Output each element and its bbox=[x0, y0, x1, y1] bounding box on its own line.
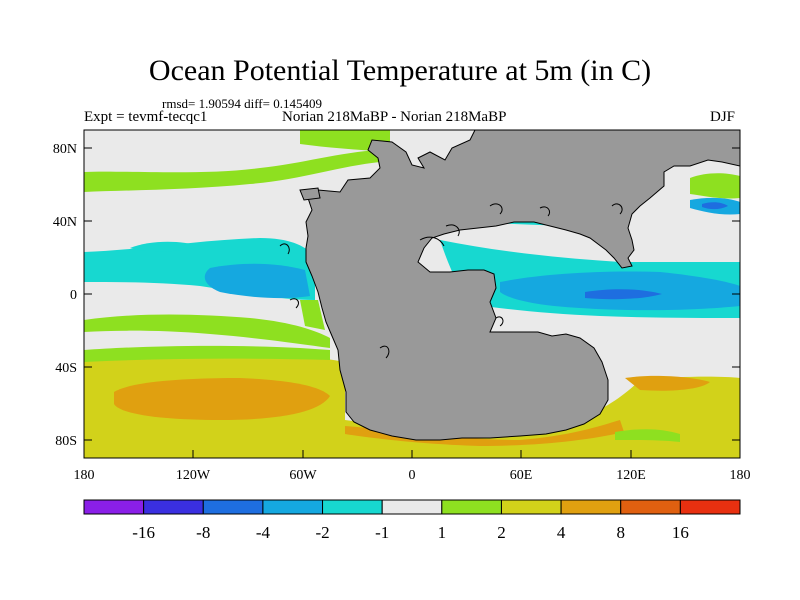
north-green-band-central bbox=[300, 130, 390, 152]
colorbar bbox=[83, 499, 741, 515]
y-tick-label-40n: 40N bbox=[53, 215, 77, 230]
southern-orange-pool bbox=[114, 378, 330, 420]
colorbar-label: 2 bbox=[497, 523, 506, 542]
arctic-island-west bbox=[299, 187, 321, 201]
colorbar-box bbox=[381, 499, 443, 515]
colorbar-label: -1 bbox=[375, 523, 389, 542]
y-tick-label-80n: 80N bbox=[53, 142, 77, 157]
colorbar-label: 4 bbox=[557, 523, 566, 542]
colorbar-box bbox=[500, 499, 562, 515]
colorbar-box bbox=[202, 499, 264, 515]
experiment-label: Expt = tevmf-tecqc1 bbox=[84, 109, 208, 125]
colorbar-labels: -16 -8 -4 -2 -1 1 2 4 8 16 bbox=[132, 523, 689, 542]
x-tick-label-180w: 180 bbox=[74, 468, 95, 483]
colorbar-box bbox=[143, 499, 204, 515]
y-tick-label-80s: 80S bbox=[55, 434, 77, 449]
map-panel bbox=[84, 130, 740, 458]
colorbar-box bbox=[322, 499, 383, 515]
y-tick-marks bbox=[84, 147, 740, 441]
case-label: Norian 218MaBP - Norian 218MaBP bbox=[282, 109, 507, 125]
north-green-band-west bbox=[84, 150, 380, 192]
colorbar-label: 8 bbox=[616, 523, 625, 542]
y-tick-label-0: 0 bbox=[70, 288, 77, 303]
season-label: DJF bbox=[710, 109, 736, 125]
plot-title: Ocean Potential Temperature at 5m (in C) bbox=[148, 54, 652, 87]
colorbar-box bbox=[620, 499, 681, 515]
colorbar-label: 16 bbox=[672, 523, 689, 542]
colorbar-box bbox=[441, 499, 502, 515]
colorbar-label: 1 bbox=[438, 523, 447, 542]
colorbar-box bbox=[560, 499, 622, 515]
x-tick-label-60w: 60W bbox=[289, 468, 317, 483]
northeast-green-patch bbox=[690, 173, 740, 199]
northwest-blue-patch bbox=[204, 263, 310, 299]
colorbar-box bbox=[83, 499, 145, 515]
tethys-islands bbox=[279, 203, 623, 359]
eastern-deep-blue-core bbox=[585, 289, 662, 300]
west-coast-green-patch bbox=[300, 300, 325, 330]
x-tick-label-0: 0 bbox=[409, 468, 416, 483]
colorbar-box bbox=[262, 499, 324, 515]
y-tick-label-40s: 40S bbox=[55, 361, 77, 376]
stats-text: rmsd= 1.90594 diff= 0.145409 bbox=[162, 96, 322, 111]
southeast-green-sliver bbox=[615, 429, 680, 442]
northeast-deep-blue-patch bbox=[702, 202, 728, 210]
colorbar-box bbox=[679, 499, 741, 515]
x-tick-marks bbox=[83, 450, 741, 458]
x-tick-label-120w: 120W bbox=[176, 468, 211, 483]
x-tick-label-120e: 120E bbox=[616, 468, 646, 483]
small-cyan-lens bbox=[130, 241, 200, 252]
colorbar-label: -8 bbox=[196, 523, 210, 542]
south-green-band-west bbox=[84, 345, 330, 362]
x-tick-label-60e: 60E bbox=[510, 468, 533, 483]
colorbar-label: -2 bbox=[315, 523, 329, 542]
west-equatorial-green-band bbox=[84, 314, 330, 348]
colorbar-label: -4 bbox=[256, 523, 271, 542]
x-tick-label-180e: 180 bbox=[730, 468, 751, 483]
colorbar-label: -16 bbox=[132, 523, 155, 542]
pangaea-landmass bbox=[305, 130, 740, 441]
southeast-orange-patch bbox=[625, 375, 710, 391]
